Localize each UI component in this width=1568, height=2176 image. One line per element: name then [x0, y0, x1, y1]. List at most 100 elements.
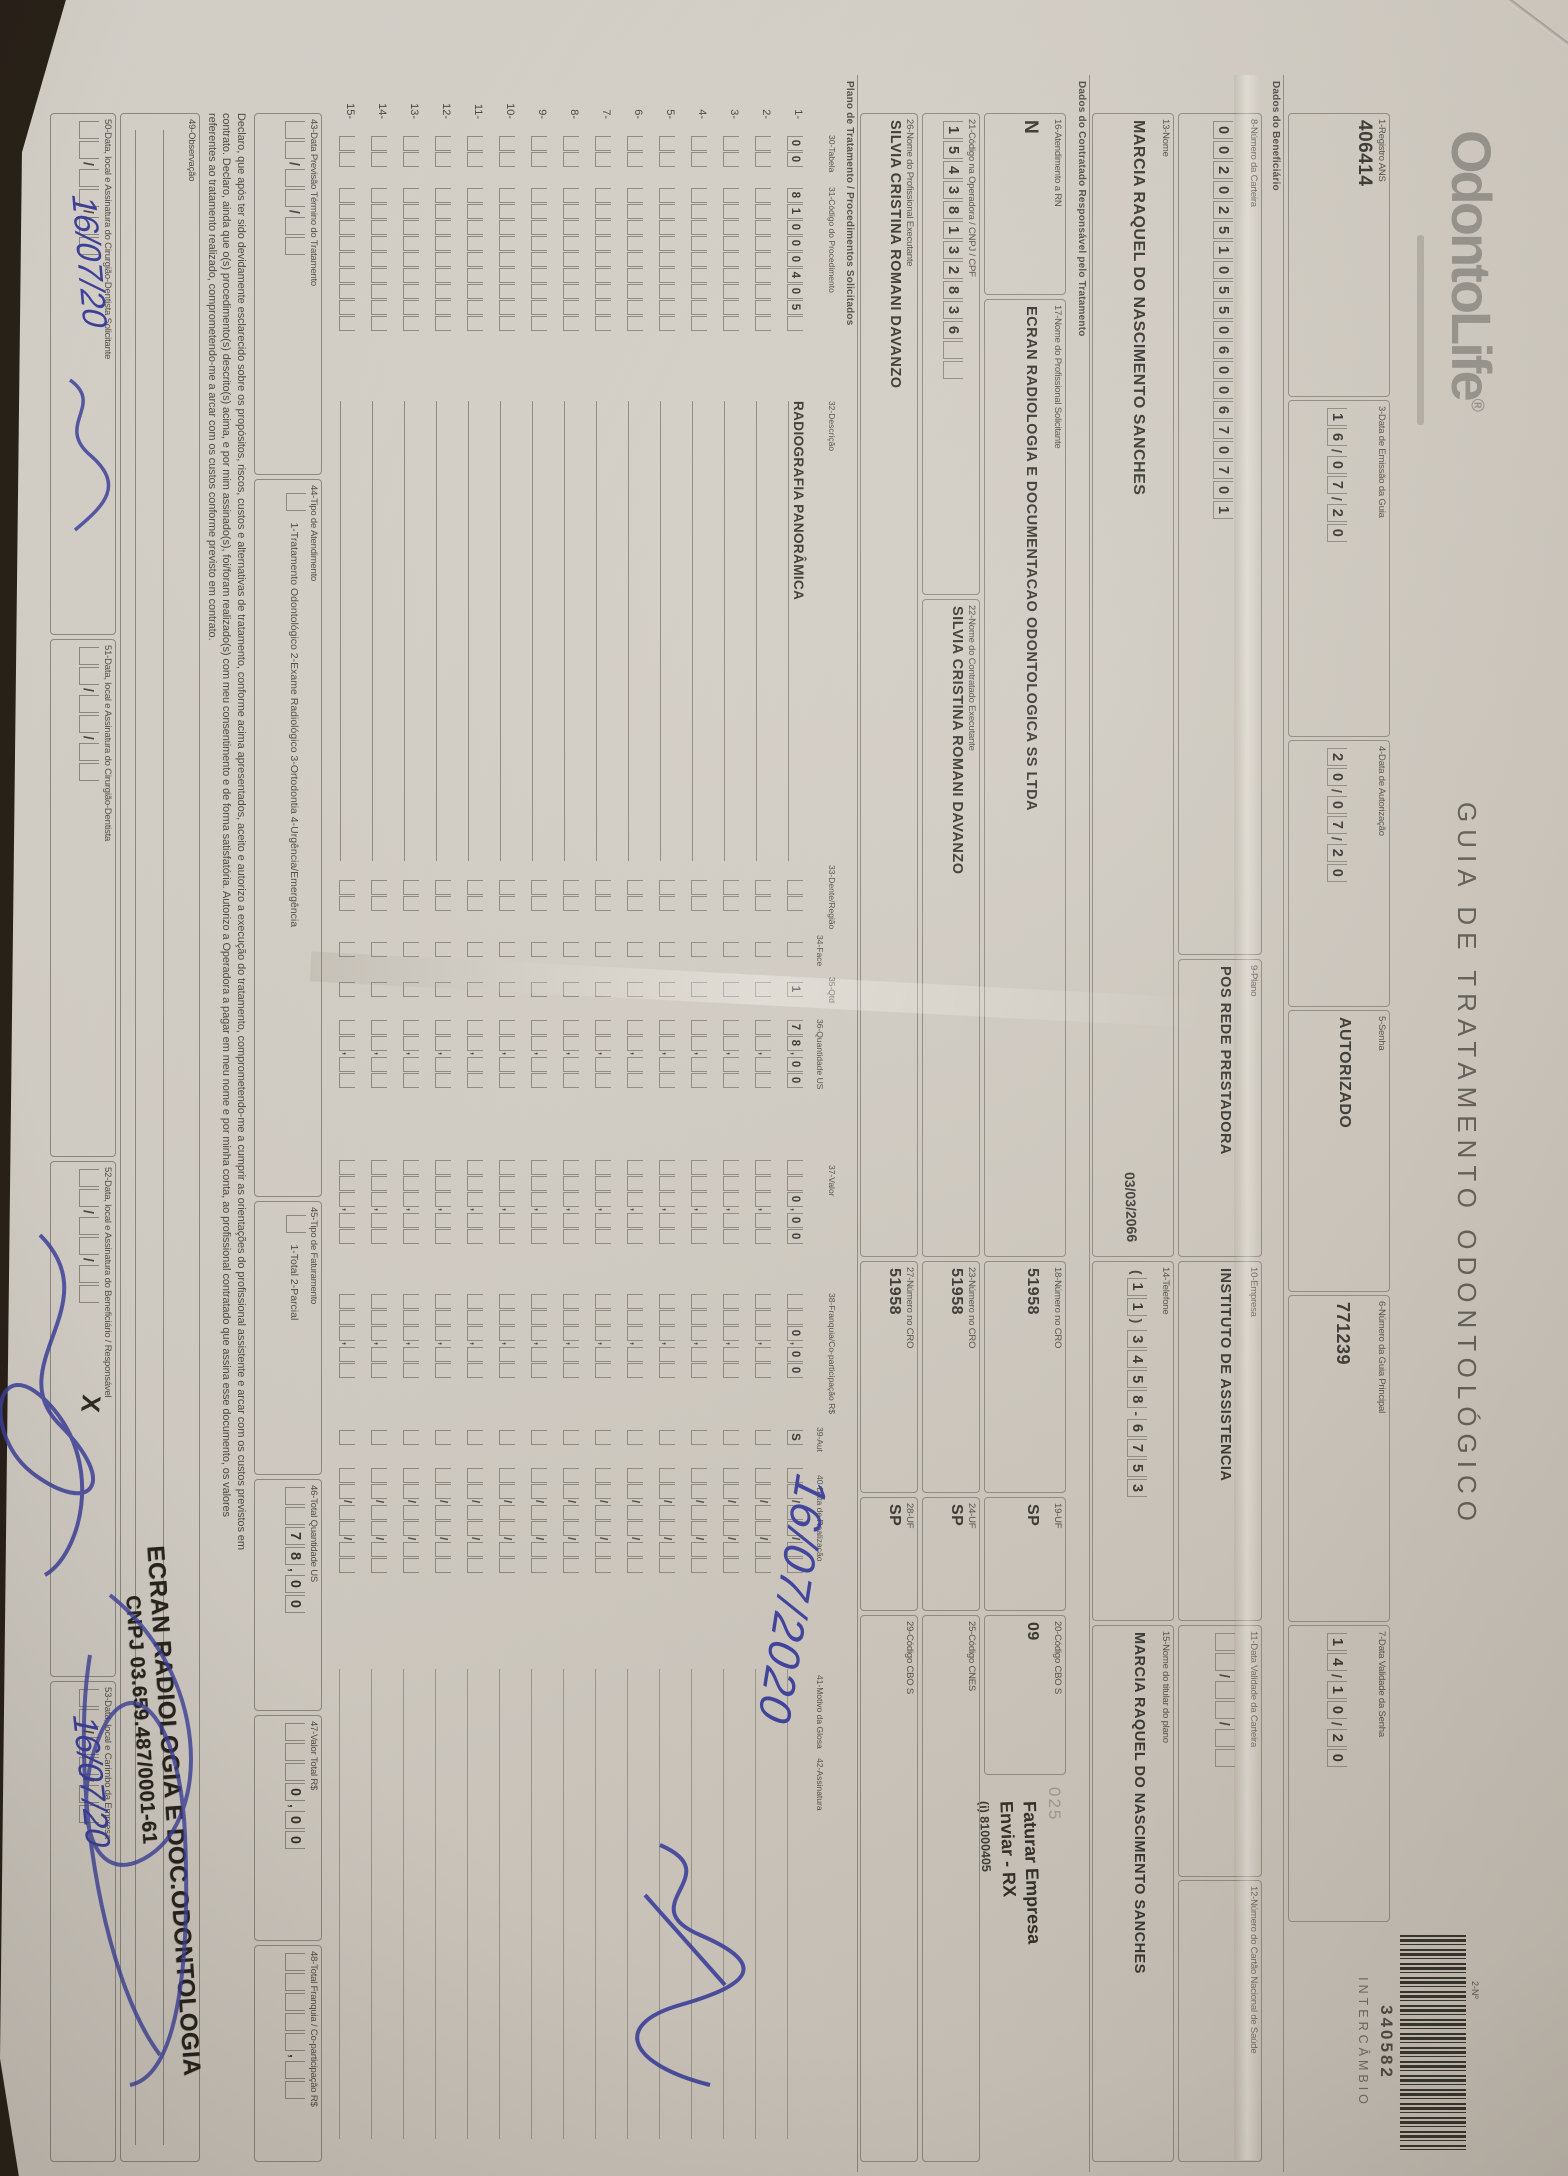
digit-cell	[563, 1293, 579, 1309]
franquia-boxes: 0,00	[787, 1293, 805, 1378]
digit-cell	[627, 203, 643, 219]
digit-cell	[499, 299, 515, 315]
digit-cell	[371, 1362, 387, 1378]
digit-cell	[787, 1175, 803, 1191]
digit-separator: /	[629, 1500, 641, 1504]
digit-cell	[563, 235, 579, 251]
descricao-value	[372, 401, 390, 861]
digit-cell	[403, 251, 419, 267]
descricao-value	[724, 401, 742, 861]
digit-cell	[467, 135, 483, 151]
digit-cell	[627, 235, 643, 251]
digit-cell	[531, 1293, 547, 1309]
digit-cell	[755, 283, 771, 299]
digit-cell: 1	[787, 981, 803, 997]
digit-separator: ,	[693, 1342, 705, 1346]
section-plano-tratamento: Plano de Tratamento / Procedimentos Soli…	[842, 75, 858, 2172]
digit-cell	[467, 1557, 483, 1573]
digit-cell	[787, 879, 803, 895]
field-value: POS REDE PRESTADORA	[1217, 966, 1233, 1155]
face-boxes	[595, 941, 613, 957]
col-header-face: 34-Face	[815, 935, 825, 967]
digit-cell	[563, 1035, 579, 1051]
field-label: 50-Data, local e Assinatura do Cirurgião…	[102, 119, 113, 360]
guide-number: 340582	[1377, 2005, 1396, 2080]
digit-cell	[659, 1557, 675, 1573]
face-boxes	[467, 941, 485, 957]
digit-cell	[435, 1541, 451, 1557]
digit-cell	[691, 1056, 707, 1072]
digit-cell	[339, 1191, 355, 1207]
digit-cell	[371, 187, 387, 203]
digit-cell	[787, 1159, 803, 1175]
descricao-value	[564, 401, 582, 861]
form-title: GUIA DE TRATAMENTO ODONTOLÓGICO	[1452, 802, 1482, 1528]
digit-separator: /	[661, 1537, 673, 1541]
field-numero-carteira: 8-Número da Carteira 0020251055060067070…	[1178, 113, 1262, 955]
data-realizacao-boxes: / /	[755, 1467, 773, 1573]
descricao-value	[660, 401, 678, 861]
face-boxes	[339, 941, 357, 957]
digit-cell	[787, 1293, 803, 1309]
row-number: 9-	[536, 109, 548, 119]
digit-cell	[755, 251, 771, 267]
digit-cell	[467, 299, 483, 315]
digit-cell	[467, 1159, 483, 1175]
digit-cell	[467, 1346, 483, 1362]
field-label: 18-Número no CRO	[1052, 1267, 1063, 1349]
digit-cell	[339, 267, 355, 283]
table-row: 9- , , , / /	[522, 75, 554, 2160]
field-label: 7-Data Validade da Senha	[1376, 1631, 1387, 1737]
digit-cell: 0	[1213, 261, 1233, 279]
digit-cell	[595, 315, 611, 331]
registered-mark-icon: ®	[1467, 398, 1488, 409]
digit-cell	[595, 1293, 611, 1309]
digit-separator: /	[81, 1210, 97, 1214]
dente-boxes	[435, 879, 453, 911]
digit-cell	[627, 1035, 643, 1051]
digit-cell	[563, 1467, 579, 1483]
digit-cell: 2	[1213, 161, 1233, 179]
digit-cell: 0	[285, 1830, 305, 1849]
digit-cell	[563, 1175, 579, 1191]
digit-cell	[371, 1175, 387, 1191]
digit-cell: 0	[787, 135, 803, 151]
digit-cell	[435, 315, 451, 331]
digit-cell: 5	[1127, 1370, 1147, 1389]
guide-mode: INTERCÂMBIO	[1356, 1977, 1370, 2108]
codigo-boxes: 81000405	[787, 187, 805, 331]
digit-cell	[659, 135, 675, 151]
digit-cell	[285, 1743, 305, 1761]
digit-cell	[755, 187, 771, 203]
digit-cell	[691, 1504, 707, 1520]
codigo-boxes	[339, 187, 357, 331]
data-realizacao-boxes: / /	[659, 1467, 677, 1573]
us-boxes: ,	[499, 1019, 517, 1088]
digit-cell	[691, 1467, 707, 1483]
descricao-value	[532, 401, 550, 861]
digit-cell	[435, 1325, 451, 1341]
digit-cell	[627, 1191, 643, 1207]
digit-cell	[531, 1228, 547, 1244]
dente-boxes	[627, 879, 645, 911]
digit-separator: /	[725, 1500, 737, 1504]
glosa-assinatura-line	[403, 1669, 405, 2139]
digit-separator: ,	[565, 1052, 577, 1056]
face-boxes	[627, 941, 645, 957]
row-number: 13-	[408, 103, 420, 119]
digit-cell	[467, 1309, 483, 1325]
digit-cell: 2	[1327, 503, 1347, 522]
codigo-boxes	[627, 187, 645, 331]
digit-cell	[563, 1520, 579, 1536]
digit-cell	[435, 1429, 451, 1445]
digit-cell	[467, 1467, 483, 1483]
digit-cell	[531, 1362, 547, 1378]
digit-cell	[755, 879, 771, 895]
digit-cell	[499, 981, 515, 997]
qtd-boxes: 1	[787, 981, 805, 997]
digit-cell: 0	[1327, 1700, 1347, 1719]
digit-cell	[435, 299, 451, 315]
digit-cell	[691, 1191, 707, 1207]
digit-separator: /	[757, 1500, 769, 1504]
odontolife-logo: OdontoLife®	[1440, 130, 1503, 409]
